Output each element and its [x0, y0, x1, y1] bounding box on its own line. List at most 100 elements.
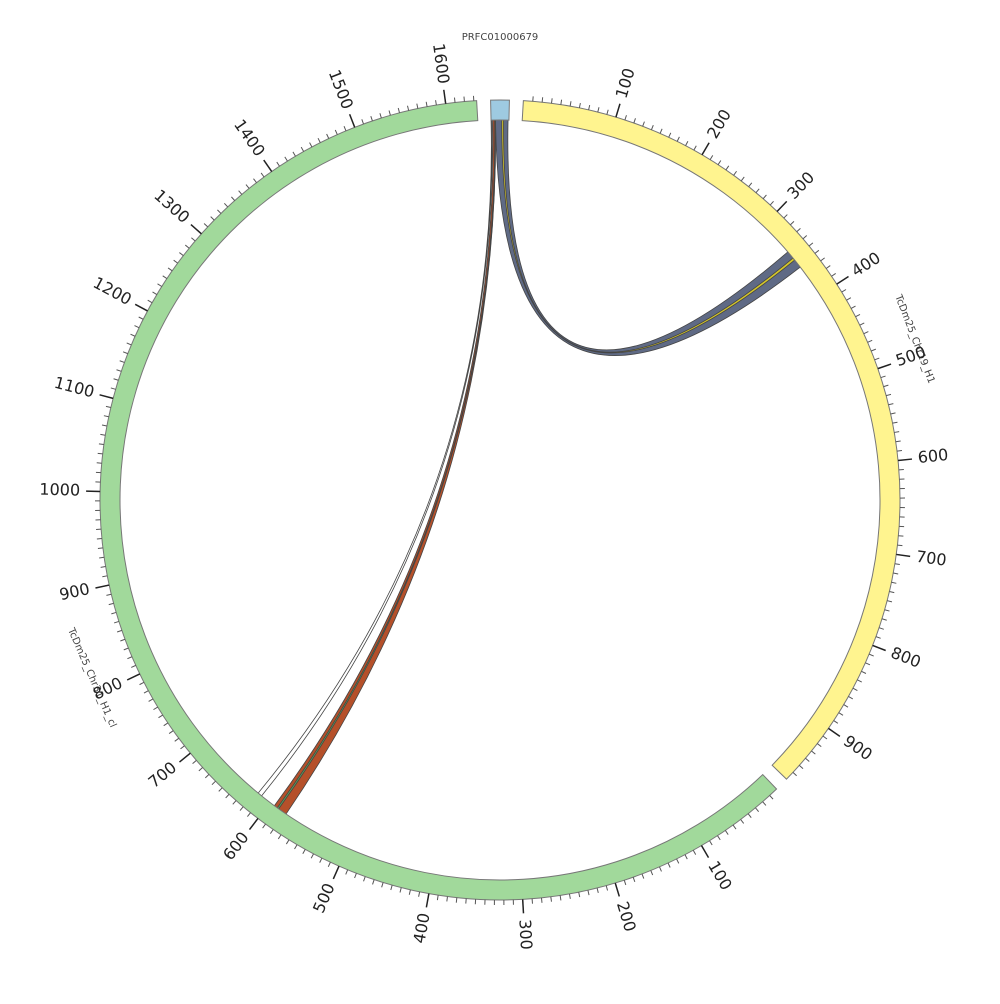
- minor-tick: [868, 340, 873, 342]
- major-tick: [615, 883, 619, 896]
- minor-tick: [159, 715, 163, 718]
- tick-label: 200: [613, 899, 640, 934]
- minor-tick: [355, 873, 357, 878]
- minor-tick: [677, 137, 679, 141]
- minor-tick: [552, 98, 553, 103]
- major-tick: [701, 846, 708, 858]
- tick-label: 300: [783, 168, 818, 203]
- minor-tick: [718, 160, 721, 164]
- minor-tick: [303, 849, 305, 853]
- minor-tick: [718, 836, 721, 840]
- minor-tick: [844, 705, 848, 708]
- minor-tick: [205, 774, 209, 777]
- minor-tick: [694, 146, 696, 150]
- minor-tick: [114, 379, 119, 380]
- minor-tick: [140, 682, 144, 684]
- minor-tick: [144, 691, 148, 693]
- major-tick: [249, 818, 257, 829]
- minor-tick: [891, 413, 896, 414]
- minor-tick: [153, 707, 157, 710]
- minor-tick: [570, 101, 571, 106]
- major-tick: [702, 143, 709, 155]
- minor-tick: [98, 548, 103, 549]
- minor-tick: [180, 746, 184, 749]
- minor-tick: [725, 830, 728, 834]
- minor-tick: [111, 612, 116, 613]
- minor-tick: [98, 453, 103, 454]
- minor-tick: [327, 134, 329, 139]
- minor-tick: [127, 343, 132, 345]
- minor-tick: [851, 306, 855, 308]
- minor-tick: [364, 877, 366, 882]
- minor-tick: [391, 885, 392, 890]
- minor-tick: [651, 870, 653, 875]
- major-tick: [426, 894, 428, 908]
- minor-tick: [598, 107, 599, 112]
- ideogram: [522, 101, 900, 779]
- minor-tick: [685, 855, 687, 859]
- major-tick: [523, 899, 524, 913]
- major-tick: [264, 160, 272, 171]
- minor-tick: [860, 323, 864, 325]
- minor-tick: [542, 97, 543, 102]
- minor-tick: [344, 126, 346, 131]
- tick-label: 900: [58, 579, 92, 604]
- minor-tick: [293, 152, 296, 156]
- minor-tick: [897, 450, 902, 451]
- minor-tick: [114, 621, 119, 623]
- minor-tick: [253, 179, 256, 183]
- minor-tick: [199, 767, 203, 770]
- minor-tick: [454, 98, 455, 103]
- minor-tick: [879, 628, 884, 630]
- minor-tick: [134, 326, 139, 328]
- minor-tick: [217, 210, 220, 214]
- major-tick: [444, 90, 446, 104]
- minor-tick: [809, 243, 813, 246]
- minor-tick: [811, 751, 815, 754]
- minor-tick: [130, 334, 135, 336]
- minor-tick: [437, 895, 438, 900]
- minor-tick: [823, 736, 827, 739]
- minor-tick: [726, 166, 729, 170]
- minor-tick: [382, 883, 383, 888]
- minor-tick: [893, 422, 898, 423]
- minor-tick: [240, 807, 243, 811]
- minor-tick: [748, 814, 751, 818]
- link-ribbon: [496, 120, 801, 356]
- minor-tick: [551, 897, 552, 902]
- minor-tick: [660, 129, 662, 134]
- minor-tick: [799, 765, 803, 768]
- minor-tick: [869, 654, 874, 656]
- minor-tick: [102, 425, 107, 426]
- minor-tick: [847, 298, 851, 300]
- minor-tick: [668, 863, 670, 868]
- minor-tick: [763, 802, 766, 806]
- minor-tick: [817, 744, 821, 747]
- minor-tick: [734, 171, 737, 175]
- major-tick: [898, 459, 912, 460]
- minor-tick: [373, 880, 375, 885]
- tick-label: 900: [840, 731, 876, 764]
- minor-tick: [270, 830, 273, 834]
- tick-label: 500: [309, 880, 339, 916]
- minor-tick: [153, 292, 157, 295]
- major-tick: [896, 554, 910, 556]
- tick-label: 100: [704, 858, 736, 894]
- minor-tick: [856, 314, 860, 316]
- major-tick: [135, 304, 147, 311]
- minor-tick: [875, 358, 880, 360]
- minor-tick: [853, 688, 857, 690]
- minor-tick: [895, 564, 900, 565]
- minor-tick: [891, 582, 896, 583]
- minor-tick: [106, 406, 111, 407]
- minor-tick: [842, 289, 846, 292]
- tick-label: 1000: [39, 480, 80, 500]
- minor-tick: [848, 696, 852, 698]
- minor-tick: [579, 103, 580, 108]
- major-tick: [878, 364, 891, 369]
- minor-tick: [756, 189, 759, 193]
- tick-label: 1200: [90, 273, 135, 309]
- minor-tick: [371, 116, 373, 121]
- minor-tick: [693, 850, 695, 854]
